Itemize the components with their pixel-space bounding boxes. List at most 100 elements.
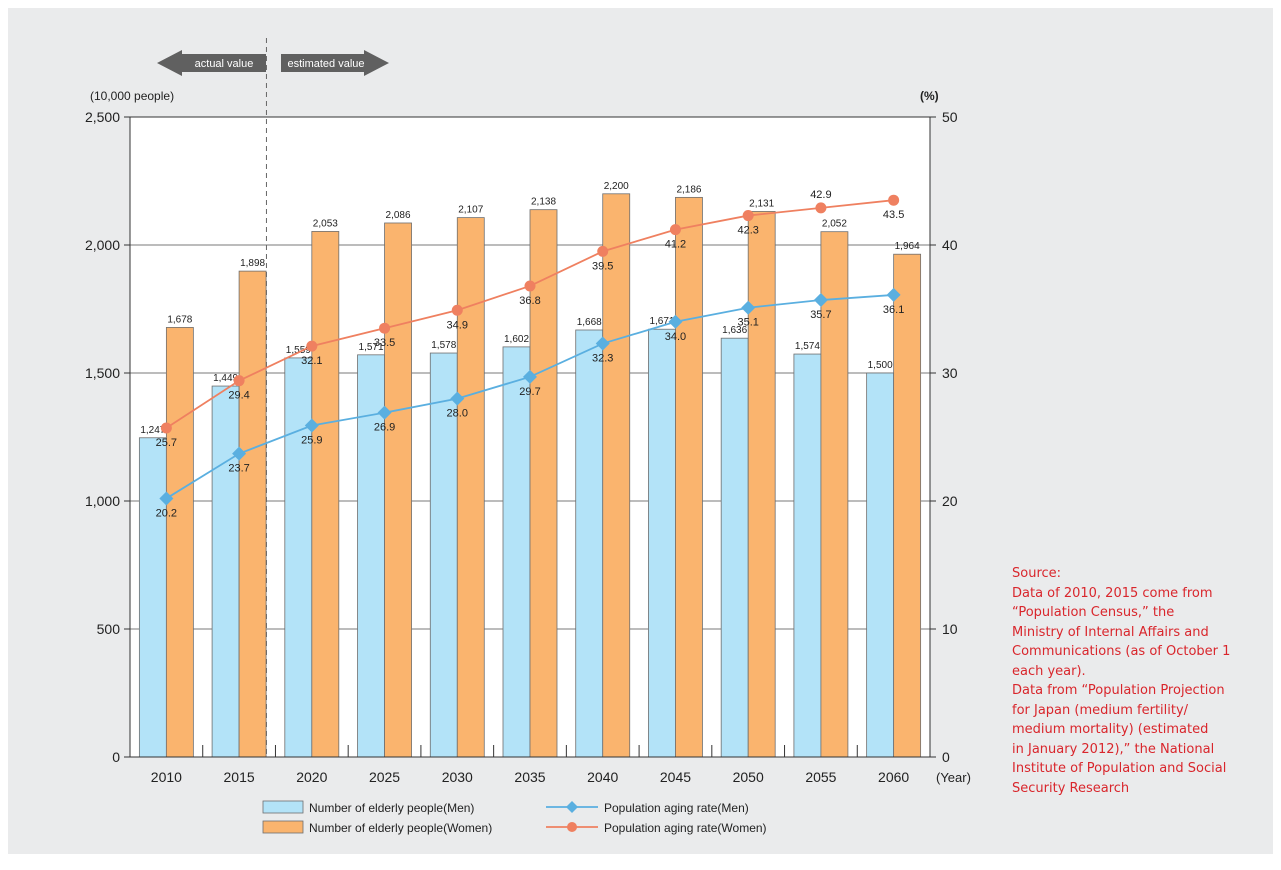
bar-women (456, 217, 485, 758)
bar-men-label: 1,578 (431, 340, 456, 351)
right-tick-label: 20 (942, 493, 958, 509)
legend-marker-men (566, 801, 578, 813)
source-note: Source: Data of 2010, 2015 come from “Po… (1012, 564, 1280, 798)
bar-men (211, 385, 240, 758)
bar-men (793, 353, 822, 758)
bar-men (502, 346, 531, 758)
rate-women-label: 43.5 (883, 209, 904, 221)
source-line: each year). (1012, 663, 1086, 679)
rate-men-label: 35.7 (810, 309, 831, 321)
marker-women (160, 422, 172, 434)
legend-label: Population aging rate(Women) (604, 821, 767, 835)
rate-women-label: 42.3 (737, 225, 758, 237)
bar-men-label: 1,668 (577, 317, 602, 328)
x-tick-label: 2015 (224, 769, 255, 785)
marker-men (741, 300, 756, 315)
source-line: Source: (1012, 566, 1062, 581)
right-axis-unit: (%) (920, 89, 939, 103)
x-tick-label: 2055 (805, 769, 836, 785)
rate-men-label: 36.1 (883, 304, 904, 316)
legend-marker-women (567, 822, 577, 832)
marker-men (523, 369, 537, 384)
marker-women (524, 280, 536, 292)
left-tick-label: 2,000 (85, 237, 120, 253)
legend-label: Population aging rate(Men) (604, 801, 749, 815)
bar-women (602, 193, 631, 758)
source-line: Ministry of Internal Affairs and (1012, 624, 1209, 640)
rate-men-label: 26.9 (374, 422, 395, 434)
legend-swatch-women-bars (262, 820, 304, 834)
x-tick-label: 2045 (660, 769, 691, 785)
left-tick-label: 1,000 (85, 493, 120, 509)
left-tick-label: 500 (97, 621, 121, 637)
rate-men-label: 20.2 (156, 507, 177, 519)
left-tick-label: 2,500 (85, 109, 120, 125)
bar-women-label: 2,053 (313, 218, 338, 229)
right-tick-label: 30 (942, 365, 958, 381)
marker-men (377, 405, 392, 420)
left-tick-label: 0 (112, 749, 120, 765)
right-tick-label: 40 (942, 237, 958, 253)
bar-women-label: 1,898 (240, 258, 265, 269)
marker-women (379, 322, 391, 334)
marker-men (813, 293, 828, 308)
bar-women (529, 209, 558, 758)
marker-women (742, 210, 754, 222)
source-line: Data from “Population Projection (1012, 683, 1225, 698)
bar-men (575, 329, 604, 758)
bar-men-label: 1,636 (722, 325, 747, 336)
x-tick-label: 2035 (514, 769, 545, 785)
bar-women-label: 1,678 (167, 314, 192, 325)
rate-women-label: 41.2 (665, 239, 686, 251)
estimated-arrow-shape (281, 50, 389, 76)
x-tick-label: 2010 (151, 769, 182, 785)
marker-men (668, 314, 683, 329)
legend-label: Number of elderly people(Men) (309, 801, 474, 815)
x-tick-label: 2020 (296, 769, 327, 785)
bar-women-label: 2,086 (386, 210, 411, 221)
x-tick-label: 2040 (587, 769, 618, 785)
marker-women (597, 245, 609, 257)
x-tick-label: 2050 (733, 769, 764, 785)
legend-label: Number of elderly people(Women) (309, 821, 492, 835)
bar-men (720, 337, 749, 758)
bar-women (311, 231, 340, 758)
bar-women (820, 231, 849, 758)
rate-men-label: 23.7 (228, 463, 249, 475)
bar-women-label: 2,200 (604, 181, 629, 192)
bar-men (138, 437, 167, 758)
right-tick-label: 50 (942, 109, 958, 125)
actual-arrow-shape (157, 50, 266, 76)
x-tick-label: 2060 (878, 769, 909, 785)
rate-women-label: 33.5 (374, 337, 395, 349)
source-line: Security Research (1012, 780, 1130, 796)
marker-women (306, 340, 318, 352)
bar-women-label: 2,052 (822, 219, 847, 230)
rate-women-label: 42.9 (810, 189, 831, 201)
bar-men (648, 328, 676, 758)
bar-women (165, 327, 194, 758)
bar-women (675, 196, 703, 758)
bar-women (747, 211, 776, 758)
source-line: Institute of Population and Social (1012, 761, 1227, 776)
rate-men-label: 29.7 (519, 386, 540, 398)
rate-men-label: 34.0 (665, 331, 686, 343)
marker-men (450, 391, 465, 406)
right-tick-label: 10 (942, 621, 958, 637)
x-tick-label: 2025 (369, 769, 400, 785)
source-line: “Population Census,” the (1012, 605, 1175, 620)
estimated-arrow-label: estimated value (287, 58, 364, 70)
marker-women (888, 194, 900, 206)
right-tick-label: 0 (942, 749, 950, 765)
rate-men-label: 32.3 (592, 353, 613, 365)
bar-men (284, 357, 313, 758)
bar-men (866, 372, 895, 758)
marker-men (159, 491, 174, 506)
rate-women-label: 25.7 (156, 437, 177, 449)
marker-men (232, 446, 247, 461)
rate-men-label: 35.1 (737, 317, 758, 329)
bar-women (384, 222, 412, 758)
bar-women-label: 2,131 (749, 198, 774, 209)
bar-women-label: 2,186 (676, 184, 701, 195)
